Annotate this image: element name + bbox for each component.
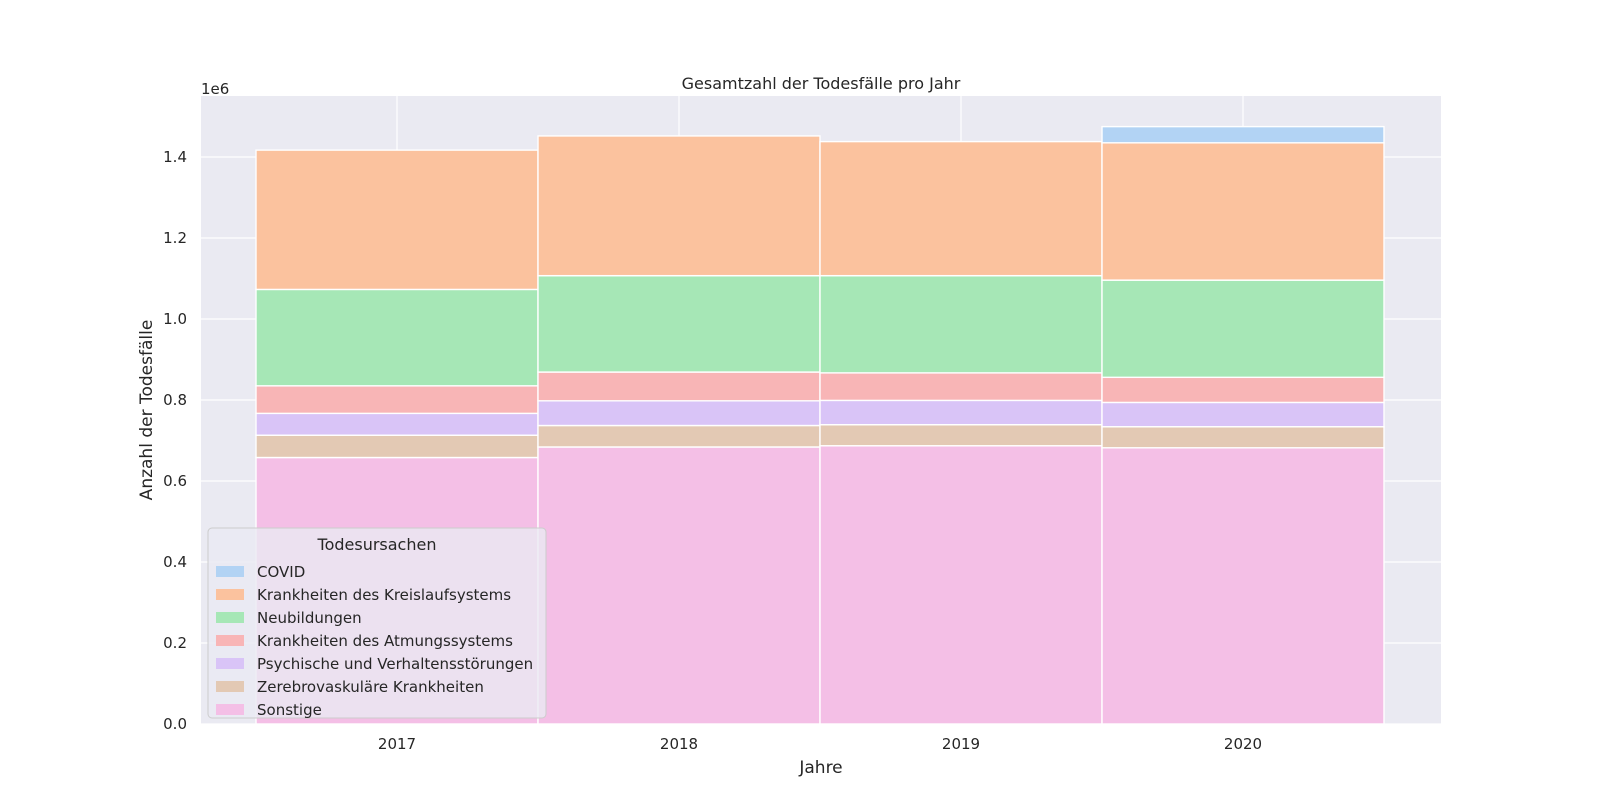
bar-segment-2019-zerebrovaskul-re-krankheiten (819, 424, 1103, 447)
legend-label: Krankheiten des Atmungssystems (257, 632, 513, 650)
y-tick-label: 1.4 (163, 148, 187, 166)
y-tick-label: 0.4 (163, 553, 187, 571)
x-tick-label: 2019 (942, 735, 980, 753)
bar-segment-2017-psychische-und-verhaltensst-rungen (255, 412, 539, 436)
bar-segment-2020-sonstige (1101, 447, 1385, 725)
legend-swatch (216, 566, 244, 577)
bar-segment-2020-psychische-und-verhaltensst-rungen (1101, 401, 1385, 428)
bar-segment-2018-krankheiten-des-kreislaufsystems (537, 135, 821, 277)
bar-segment-2018-neubildungen (537, 274, 821, 373)
bar-segment-2018-psychische-und-verhaltensst-rungen (537, 400, 821, 427)
legend: Todesursachen COVID Krankheiten des Kreisl… (207, 527, 547, 719)
y-tick-label: 0.6 (163, 472, 187, 490)
x-axis-label: Jahre (798, 758, 842, 778)
legend-label: Psychische und Verhaltensstörungen (257, 655, 533, 673)
legend-label: COVID (257, 563, 305, 581)
y-tick-label: 1.2 (163, 229, 187, 247)
legend-label: Neubildungen (257, 609, 362, 627)
bar-segment-2018-krankheiten-des-atmungssystems (537, 371, 821, 402)
legend-swatch (216, 681, 244, 692)
bar-segment-2017-krankheiten-des-kreislaufsystems (255, 149, 539, 291)
y-tick-label: 1.0 (163, 310, 187, 328)
legend-swatch (216, 589, 244, 600)
bar-segment-2018-zerebrovaskul-re-krankheiten (537, 424, 821, 448)
y-tick-label: 0.8 (163, 391, 187, 409)
y-tick-label: 0.0 (163, 715, 187, 733)
y-tick-label: 0.2 (163, 634, 187, 652)
x-tick-labels: 2017 2018 2019 2020 (378, 735, 1262, 753)
y-axis-label: Anzahl der Todesfälle (137, 320, 157, 501)
legend-swatch (216, 704, 244, 715)
bar-segment-2020-neubildungen (1101, 279, 1385, 379)
bar-segment-2017-zerebrovaskul-re-krankheiten (255, 434, 539, 459)
legend-swatch (216, 658, 244, 669)
bar-segment-2018-sonstige (537, 446, 821, 725)
y-tick-labels: 0.0 0.2 0.4 0.6 0.8 1.0 1.2 1.4 (163, 148, 187, 733)
bar-segment-2020-zerebrovaskul-re-krankheiten (1101, 426, 1385, 449)
x-tick-label: 2020 (1224, 735, 1262, 753)
bar-segment-2017-neubildungen (255, 288, 539, 387)
bar-segment-2020-krankheiten-des-atmungssystems (1101, 376, 1385, 404)
legend-title: Todesursachen (317, 535, 437, 554)
bar-segment-2019-krankheiten-des-atmungssystems (819, 372, 1103, 402)
legend-label: Krankheiten des Kreislaufsystems (257, 586, 511, 604)
bar-segment-2017-krankheiten-des-atmungssystems (255, 385, 539, 415)
bar-segment-2019-psychische-und-verhaltensst-rungen (819, 399, 1103, 426)
bar-segment-2019-neubildungen (819, 274, 1103, 374)
legend-swatch (216, 612, 244, 623)
bar-segment-2020-krankheiten-des-kreislaufsystems (1101, 142, 1385, 281)
legend-label: Sonstige (257, 701, 322, 719)
x-tick-label: 2017 (378, 735, 416, 753)
chart-title: Gesamtzahl der Todesfälle pro Jahr (682, 74, 961, 93)
x-tick-label: 2018 (660, 735, 698, 753)
bar-segment-2020-covid (1101, 125, 1385, 144)
legend-label: Zerebrovaskuläre Krankheiten (257, 678, 484, 696)
y-offset-label: 1e6 (201, 80, 229, 98)
legend-swatch (216, 635, 244, 646)
legend-box (207, 527, 547, 719)
bar-segment-2019-sonstige (819, 445, 1103, 725)
bar-segment-2019-krankheiten-des-kreislaufsystems (819, 140, 1103, 277)
